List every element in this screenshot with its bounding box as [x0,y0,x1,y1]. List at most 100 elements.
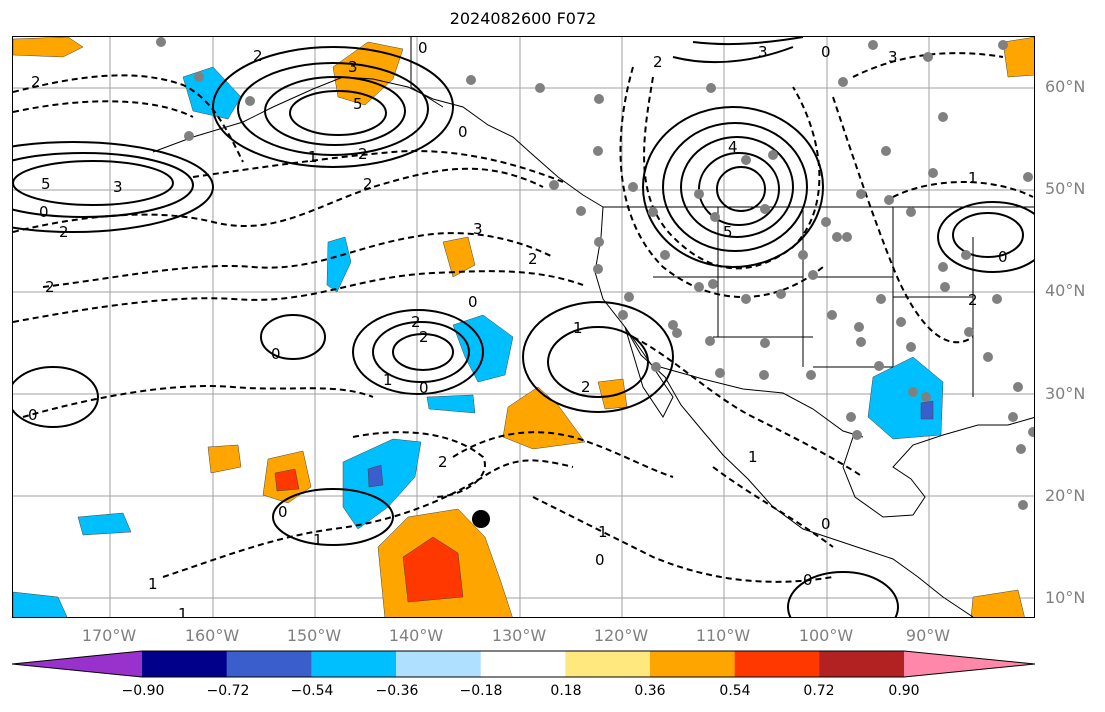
positive-shade [970,589,1025,617]
us-mexico-border [652,364,864,438]
strong-negative-shade [920,400,934,420]
contour-label: 1 [178,605,188,618]
gridlines [13,37,1034,617]
strong-positive-shade [274,468,300,492]
positive-shade [1002,37,1034,78]
negative-shade [77,512,132,536]
shaded-regions [13,37,1034,617]
contour-label: 5 [41,175,51,193]
lon-label-140w: 140°W [388,626,444,645]
map-panel: 0 2 2 3 5 3 5 0 2 1 2 2 0 3 2 2 0 0 2 2 … [12,36,1035,618]
contour-labels: 0 2 2 3 5 3 5 0 2 1 2 2 0 3 2 2 0 0 2 2 … [28,39,1008,618]
contour-label: 3 [758,43,768,61]
contour-label: 1 [598,523,608,541]
lat-label-10n: 10°N [1045,588,1086,607]
negative-shade [13,591,68,617]
contour-label: 0 [28,406,38,424]
contour-label: 0 [39,203,49,221]
contour-label: 0 [271,345,281,363]
contour-label: 0 [458,123,468,141]
contour-label: 3 [888,48,898,66]
contour-label: 3 [348,58,358,76]
contour-label: 1 [748,448,758,466]
colorbar-segment [142,651,228,677]
colorbar-tick-label: 0.36 [634,683,666,699]
colorbar-tick-label: 0.54 [719,683,751,699]
colorbar-segment [734,651,820,677]
colorbar-outline [12,650,1035,678]
contour-label: 0 [278,503,288,521]
lon-label-110w: 110°W [695,626,751,645]
contour-label: 4 [728,138,738,156]
station-markers [156,37,1034,510]
colorbar-tick-label: −0.54 [290,683,334,699]
positive-shade [597,378,628,410]
lat-label-40n: 40°N [1045,281,1086,300]
contour-label: 1 [573,319,583,337]
contour-label: 0 [468,293,478,311]
state-lines [653,207,974,397]
lat-label-50n: 50°N [1045,179,1086,198]
negative-shade [426,394,476,414]
colorbar-segment [226,651,312,677]
positive-shade [332,41,404,106]
solid-contours [13,37,1034,617]
lat-label-30n: 30°N [1045,384,1086,403]
contour-label: 0 [419,379,429,397]
contour-label: 2 [363,175,373,193]
contour-label: 5 [353,95,363,113]
colorbar-tick-label: −0.18 [459,683,503,699]
contour-label: 3 [473,220,483,238]
contour-label: 1 [308,148,318,166]
positive-shade [442,236,476,278]
map-title: 2024082600 F072 [449,9,597,28]
contour-label: 0 [803,571,813,589]
colorbar-segment [565,651,651,677]
colorbar-segment [819,651,905,677]
contour-label: 2 [59,223,69,241]
lon-label-170w: 170°W [81,626,137,645]
lon-label-90w: 90°W [905,626,951,645]
colorbar-tick-label: 0.90 [888,683,920,699]
negative-shade [326,236,352,293]
contour-label: 2 [419,328,429,346]
contour-label: 0 [821,43,831,61]
contour-label: 0 [418,39,428,57]
colorbar-segment [650,651,736,677]
colorbar-tick-label: 0.18 [550,683,582,699]
contour-label: 0 [998,248,1008,266]
contour-label: 0 [821,515,831,533]
lon-label-130w: 130°W [491,626,547,645]
positive-shade [207,444,242,474]
contour-label: 1 [968,169,978,187]
contour-label: 1 [383,371,393,389]
strong-positive-shade [402,536,464,603]
contour-label: 2 [411,313,421,331]
lon-label-160w: 160°W [184,626,240,645]
colorbar-segment [396,651,482,677]
lat-label-60n: 60°N [1045,77,1086,96]
north-america-west-coast [594,206,974,617]
lon-label-100w: 100°W [798,626,854,645]
storm-center-marker [472,510,490,528]
contour-label: 5 [723,223,733,241]
alaska-canada-border [410,37,444,108]
lon-label-150w: 150°W [286,626,342,645]
contour-label: 2 [31,73,41,91]
contour-label: 2 [653,53,663,71]
colorbar-tick-label: −0.36 [375,683,419,699]
gulf-coast [842,417,1034,518]
colorbar-tick-label: −0.72 [206,683,250,699]
colorbar-segments [12,651,1035,677]
contour-label: 2 [581,378,591,396]
colorbar [12,650,1035,678]
contour-label: 2 [528,250,538,268]
colorbar-segment [904,651,1035,677]
contour-label: 2 [253,47,263,65]
map-canvas: 0 2 2 3 5 3 5 0 2 1 2 2 0 3 2 2 0 0 2 2 … [13,37,1034,618]
colorbar-segment [311,651,397,677]
contour-label: 2 [968,291,978,309]
contour-label: 2 [45,278,55,296]
contour-label: 2 [438,453,448,471]
contour-label: 3 [113,178,123,196]
